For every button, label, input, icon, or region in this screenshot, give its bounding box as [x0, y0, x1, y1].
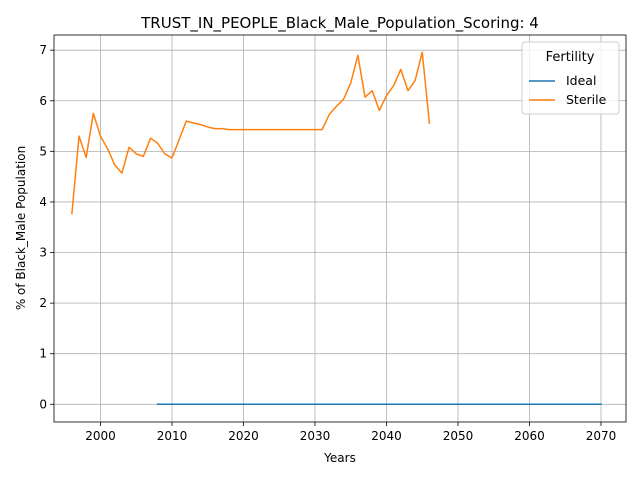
- y-tick-label: 6: [39, 94, 47, 108]
- y-axis-label: % of Black_Male Population: [14, 146, 28, 310]
- y-tick-label: 3: [39, 246, 47, 260]
- legend-label-ideal: Ideal: [566, 73, 596, 88]
- x-tick-label: 2000: [85, 429, 116, 443]
- y-tick-label: 0: [39, 397, 47, 411]
- y-tick-label: 7: [39, 43, 47, 57]
- x-tick-label: 2030: [300, 429, 331, 443]
- x-tick-label: 2010: [157, 429, 188, 443]
- x-tick-label: 2040: [371, 429, 402, 443]
- legend-label-sterile: Sterile: [566, 92, 607, 107]
- y-tick-label: 5: [39, 144, 47, 158]
- legend: Fertility Ideal Sterile: [522, 42, 619, 114]
- y-tick-label: 1: [39, 347, 47, 361]
- x-tick-label: 2070: [586, 429, 617, 443]
- y-tick-label: 4: [39, 195, 47, 209]
- legend-title: Fertility: [546, 50, 595, 65]
- x-axis-label: Years: [323, 451, 356, 465]
- chart-title: TRUST_IN_PEOPLE_Black_Male_Population_Sc…: [140, 14, 539, 33]
- x-tick-label: 2020: [228, 429, 259, 443]
- y-tick-label: 2: [39, 296, 47, 310]
- x-tick-label: 2050: [443, 429, 474, 443]
- x-tick-label: 2060: [514, 429, 545, 443]
